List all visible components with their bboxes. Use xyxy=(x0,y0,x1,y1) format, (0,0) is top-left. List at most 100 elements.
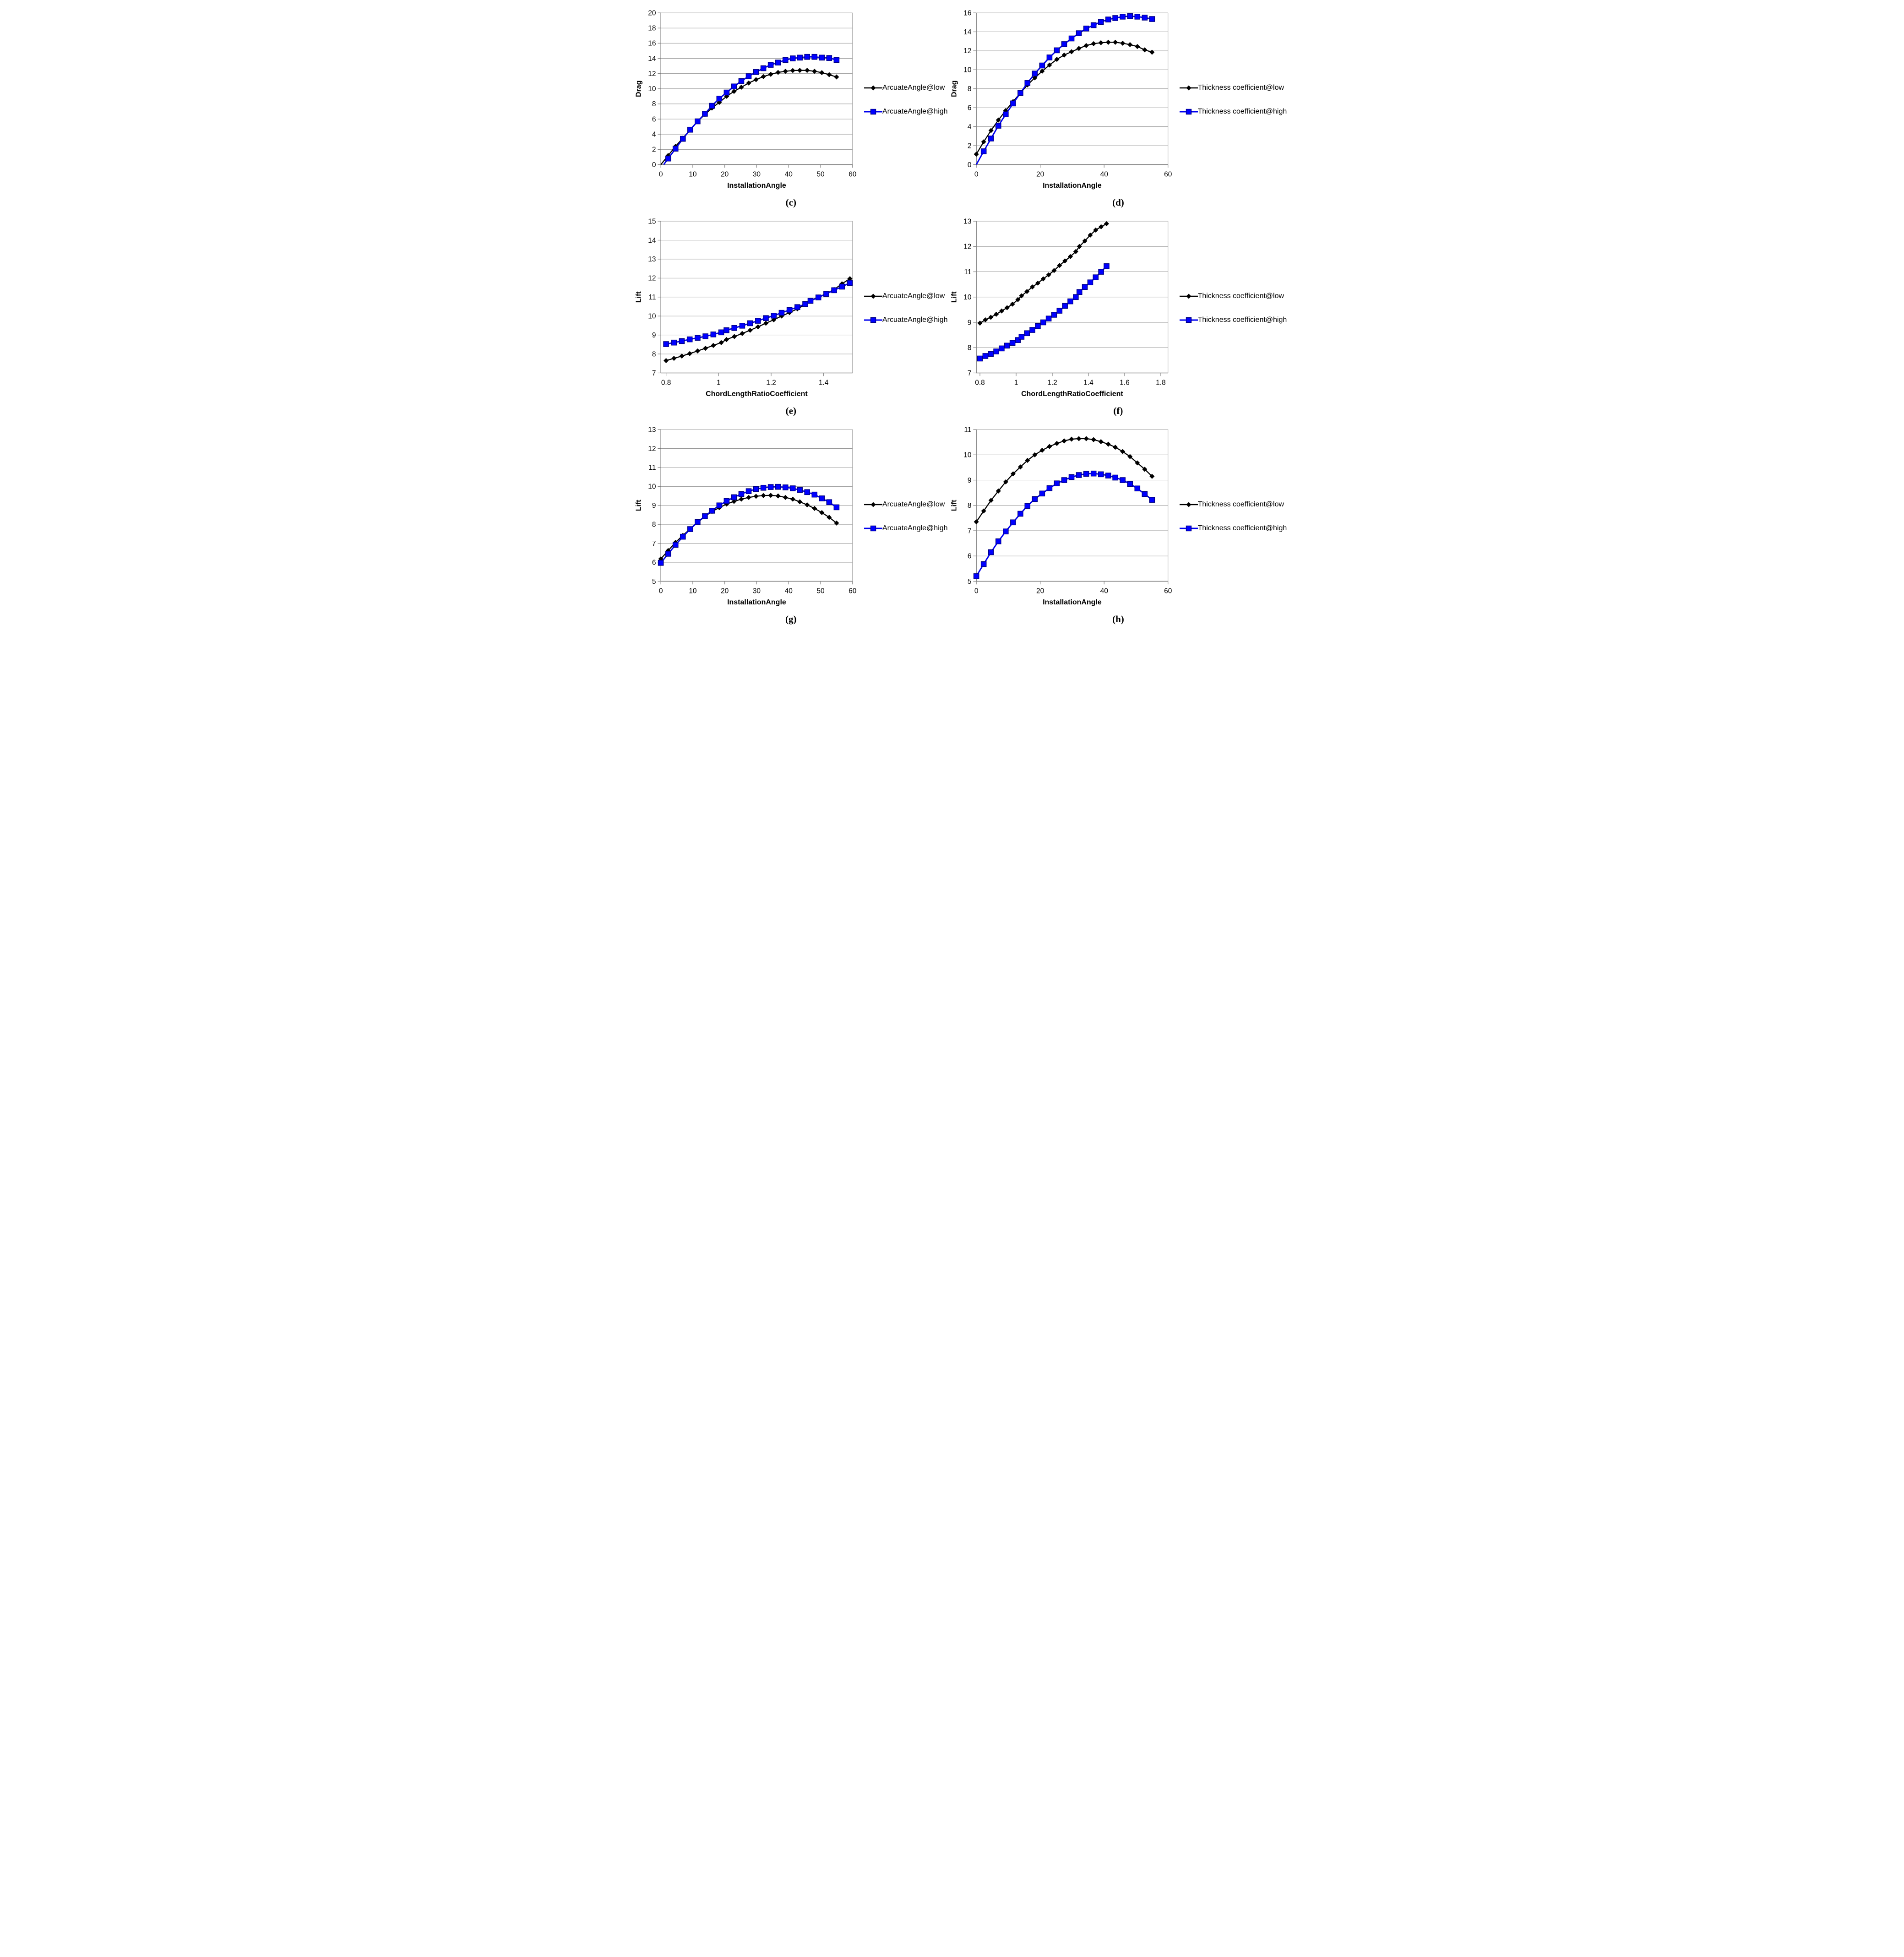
legend-label: Thickness coefficient@high xyxy=(1197,108,1287,115)
svg-text:50: 50 xyxy=(816,587,825,595)
legend-item: ArcuateAngle@high xyxy=(864,108,948,115)
legend-label: Thickness coefficient@low xyxy=(1197,84,1284,92)
svg-text:1.4: 1.4 xyxy=(819,379,829,387)
legend-item: ArcuateAngle@high xyxy=(864,316,948,324)
svg-text:9: 9 xyxy=(652,502,656,510)
svg-text:9: 9 xyxy=(967,319,971,326)
svg-text:InstallationAngle: InstallationAngle xyxy=(1043,598,1102,606)
chart-g: 5 6 7 8 9 10 11 12 13 0 10 20 30 40 50 60 InstallationAn… xyxy=(634,421,948,625)
svg-text:18: 18 xyxy=(648,25,656,33)
svg-text:0: 0 xyxy=(974,587,978,595)
svg-text:7: 7 xyxy=(652,540,656,548)
svg-text:60: 60 xyxy=(849,171,857,179)
svg-text:11: 11 xyxy=(964,268,971,276)
svg-text:Lift: Lift xyxy=(635,500,643,511)
svg-text:1: 1 xyxy=(1014,379,1018,387)
svg-text:8: 8 xyxy=(652,100,656,108)
svg-text:7: 7 xyxy=(652,370,656,377)
legend-label: ArcuateAngle@high xyxy=(882,316,948,324)
chart-h: 5 6 7 8 9 10 11 0 20 40 60 InstallationAngle Lift Th… xyxy=(950,421,1287,625)
legend-item: Thickness coefficient@low xyxy=(1179,292,1287,300)
legend-label: Thickness coefficient@high xyxy=(1197,316,1287,324)
svg-text:12: 12 xyxy=(648,275,656,283)
chart-d-caption: (d) xyxy=(1112,197,1124,208)
svg-text:13: 13 xyxy=(963,217,971,225)
svg-text:14: 14 xyxy=(648,55,656,63)
svg-text:40: 40 xyxy=(785,171,793,179)
chart-c: 0 2 4 6 8 10 12 14 16 18 20 0 10 20 30 40 50 60 Installati… xyxy=(634,5,948,208)
square-marker-icon xyxy=(864,525,882,532)
svg-text:1.2: 1.2 xyxy=(766,379,776,387)
chart-h-legend: Thickness coefficient@low Thickness coef… xyxy=(1179,501,1287,532)
legend-item: ArcuateAngle@low xyxy=(864,84,948,92)
chart-g-plot: 5 6 7 8 9 10 11 12 13 0 10 20 30 40 50 60 InstallationAn… xyxy=(635,426,857,606)
svg-text:8: 8 xyxy=(967,502,971,510)
legend-label: ArcuateAngle@low xyxy=(882,84,945,92)
legend-item: Thickness coefficient@high xyxy=(1179,108,1287,115)
svg-text:10: 10 xyxy=(963,294,972,301)
chart-d-plot: 0 2 4 6 8 10 12 14 16 0 20 40 60 InstallationAngle Dra… xyxy=(950,9,1172,189)
chart-g-caption: (g) xyxy=(785,614,797,625)
svg-text:ChordLengthRatioCoefficient: ChordLengthRatioCoefficient xyxy=(706,390,808,398)
svg-text:5: 5 xyxy=(652,578,656,586)
chart-e-plot-row: 7 8 9 10 11 12 13 14 15 0.8 1 1.2 1.4 ChordLengthRati… xyxy=(634,213,948,403)
chart-e-legend: ArcuateAngle@low ArcuateAngle@high xyxy=(863,293,948,324)
chart-e: 7 8 9 10 11 12 13 14 15 0.8 1 1.2 1.4 ChordLengthRati… xyxy=(634,213,948,417)
svg-text:60: 60 xyxy=(1164,587,1172,595)
svg-text:11: 11 xyxy=(964,426,971,434)
chart-f-caption: (f) xyxy=(1113,405,1123,416)
svg-text:0.8: 0.8 xyxy=(661,379,671,387)
chart-e-plot: 7 8 9 10 11 12 13 14 15 0.8 1 1.2 1.4 ChordLengthRati… xyxy=(635,217,853,398)
svg-text:InstallationAngle: InstallationAngle xyxy=(727,598,786,606)
svg-text:9: 9 xyxy=(652,332,656,339)
chart-c-plot: 0 2 4 6 8 10 12 14 16 18 20 0 10 20 30 40 50 60 Installati… xyxy=(635,9,857,189)
figure-grid: 0 2 4 6 8 10 12 14 16 18 20 0 10 20 30 40 50 60 Installati… xyxy=(633,0,1287,630)
legend-item: Thickness coefficient@low xyxy=(1179,84,1287,92)
svg-text:Drag: Drag xyxy=(950,81,958,97)
svg-text:5: 5 xyxy=(967,578,971,586)
svg-text:4: 4 xyxy=(967,123,971,131)
svg-text:10: 10 xyxy=(648,483,656,491)
svg-text:60: 60 xyxy=(1164,171,1172,179)
diamond-marker-icon xyxy=(864,294,882,299)
chart-f-legend: Thickness coefficient@low Thickness coef… xyxy=(1179,293,1287,324)
svg-text:10: 10 xyxy=(963,451,972,459)
svg-text:15: 15 xyxy=(648,217,656,225)
svg-text:Lift: Lift xyxy=(635,291,643,303)
diamond-marker-icon xyxy=(864,502,882,507)
svg-text:40: 40 xyxy=(785,587,793,595)
svg-text:20: 20 xyxy=(1036,171,1044,179)
svg-text:0: 0 xyxy=(659,171,663,179)
svg-text:16: 16 xyxy=(648,40,656,48)
svg-text:20: 20 xyxy=(721,587,729,595)
legend-label: ArcuateAngle@low xyxy=(882,292,945,300)
chart-h-plot: 5 6 7 8 9 10 11 0 20 40 60 InstallationAngle Lift xyxy=(950,426,1172,606)
svg-text:0.8: 0.8 xyxy=(975,379,985,387)
svg-text:30: 30 xyxy=(753,587,761,595)
legend-label: ArcuateAngle@high xyxy=(882,108,948,115)
svg-text:12: 12 xyxy=(963,47,971,55)
chart-c-plot-row: 0 2 4 6 8 10 12 14 16 18 20 0 10 20 30 40 50 60 Installati… xyxy=(634,5,948,195)
svg-text:ChordLengthRatioCoefficient: ChordLengthRatioCoefficient xyxy=(1021,390,1123,398)
svg-text:7: 7 xyxy=(967,370,971,377)
svg-text:13: 13 xyxy=(648,255,656,263)
svg-text:50: 50 xyxy=(816,171,825,179)
svg-text:10: 10 xyxy=(689,171,697,179)
svg-text:7: 7 xyxy=(967,527,971,535)
svg-text:0: 0 xyxy=(967,161,971,169)
chart-f: 7 8 9 10 11 12 13 0.8 1 1.2 1.4 1.6 1.8 ChordLengthRa… xyxy=(950,213,1287,417)
svg-text:1: 1 xyxy=(717,379,721,387)
chart-d-legend: Thickness coefficient@low Thickness coef… xyxy=(1179,84,1287,115)
legend-item: Thickness coefficient@high xyxy=(1179,316,1287,324)
diamond-marker-icon xyxy=(1179,85,1198,91)
chart-c-caption: (c) xyxy=(785,197,796,208)
svg-text:2: 2 xyxy=(652,146,656,154)
legend-label: Thickness coefficient@low xyxy=(1197,292,1284,300)
svg-text:Lift: Lift xyxy=(950,291,958,303)
square-marker-icon xyxy=(1179,109,1198,115)
svg-text:1.6: 1.6 xyxy=(1120,379,1130,387)
svg-text:6: 6 xyxy=(652,115,656,123)
svg-text:8: 8 xyxy=(652,350,656,358)
legend-label: Thickness coefficient@high xyxy=(1197,524,1287,532)
svg-text:8: 8 xyxy=(967,344,971,352)
